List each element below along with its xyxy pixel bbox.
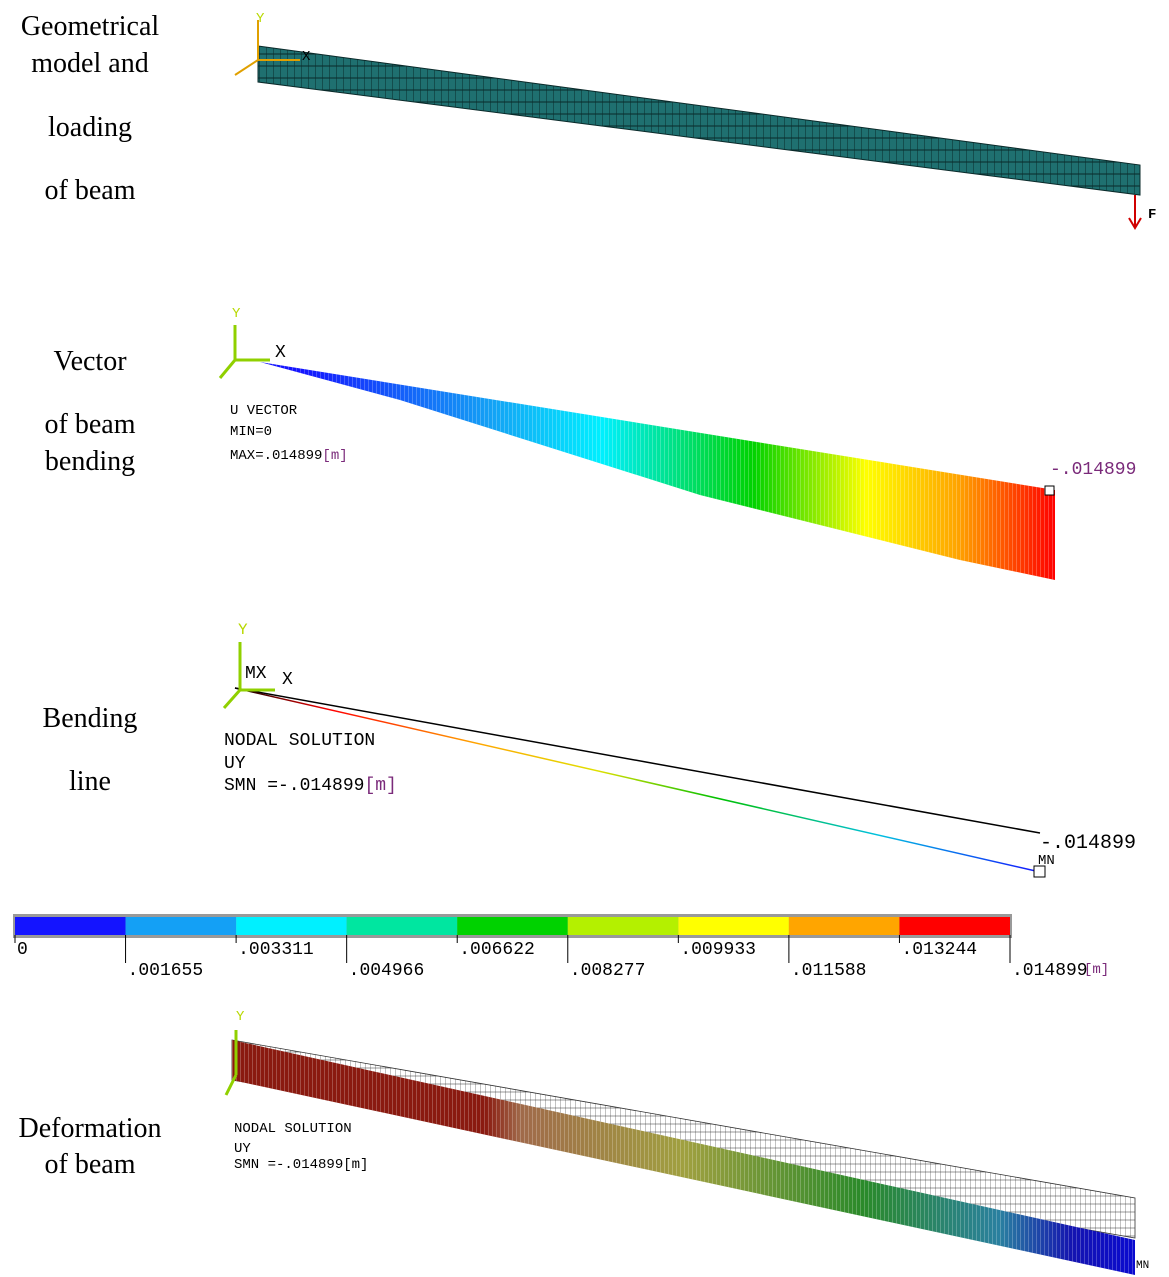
color-legend: 0 .001655 .003311 .004966 .006622 .008277 .009… [13, 914, 1109, 981]
force-arrow [1129, 195, 1141, 228]
caption: Vector [53, 346, 127, 377]
undeformed-line [235, 688, 1040, 833]
axis-label: X [275, 343, 286, 363]
caption: Deformation [18, 1113, 161, 1144]
info: UY [234, 1141, 251, 1157]
caption: of beam [45, 409, 136, 440]
info: NODAL SOLUTION [234, 1121, 352, 1137]
caption: model and [31, 48, 148, 79]
info: MAX=.014899 [230, 448, 322, 464]
info: MAX=.014899[m] [230, 448, 348, 464]
axis-label: Y [232, 306, 241, 322]
info: SMN =-.014899[m] [234, 1157, 368, 1173]
legend-label: .004966 [349, 961, 425, 981]
max-marker [1045, 486, 1054, 495]
legend-band [126, 917, 237, 935]
axis-triad [226, 1030, 236, 1095]
legend-label: .014899 [1012, 961, 1088, 981]
legend-band [678, 917, 789, 935]
legend-band [457, 917, 568, 935]
axis-label: Y [238, 621, 248, 639]
max-label: -.014899 [1050, 460, 1136, 480]
axis-label: X [302, 49, 311, 65]
info: U VECTOR [230, 403, 298, 419]
unit: [m] [364, 776, 396, 796]
legend-label: .003311 [238, 940, 314, 960]
legend-label: .013244 [901, 940, 977, 960]
mn-label: MN [1136, 1260, 1149, 1272]
undeformed-wireframe [232, 1040, 1135, 1238]
axis-label: X [282, 670, 293, 690]
caption: line [69, 766, 111, 797]
axis-label: Y [236, 1009, 245, 1025]
info: SMN =-.014899 [224, 776, 364, 796]
legend-band [899, 917, 1010, 935]
legend-label: .009933 [680, 940, 756, 960]
legend-label: .001655 [128, 961, 204, 981]
max-label: -.014899 [1040, 832, 1136, 855]
legend-unit: [m] [1084, 962, 1109, 978]
caption: of beam [45, 1149, 136, 1180]
legend-label: .008277 [570, 961, 646, 981]
legend-band [15, 917, 126, 935]
legend-band [236, 917, 347, 935]
caption: bending [45, 446, 135, 477]
caption: Bending [43, 703, 138, 734]
force-label: F [1148, 207, 1156, 223]
caption: Geometrical [21, 11, 160, 42]
axis-triad [220, 325, 270, 378]
legend-band [789, 917, 900, 935]
info: NODAL SOLUTION [224, 731, 375, 751]
legend-label: 0 [17, 940, 28, 960]
beam-mesh [258, 46, 1140, 195]
info: MIN=0 [230, 424, 272, 440]
caption: of beam [45, 175, 136, 206]
info: SMN =-.014899[m] [224, 776, 397, 796]
figure: Geometrical model and loading of beam Y … [0, 0, 1169, 1277]
caption: loading [48, 112, 132, 143]
page: Geometrical model and loading of beam Y … [0, 0, 1169, 1277]
info: UY [224, 754, 246, 774]
legend-label: .011588 [791, 961, 867, 981]
unit: [m] [322, 448, 347, 464]
mx-label: MX [245, 664, 267, 684]
legend-label: .006622 [459, 940, 535, 960]
min-marker [1034, 866, 1045, 877]
legend-band [568, 917, 679, 935]
axis-label: Y [256, 11, 265, 27]
legend-band [347, 917, 458, 935]
vector-lines [260, 362, 1055, 580]
